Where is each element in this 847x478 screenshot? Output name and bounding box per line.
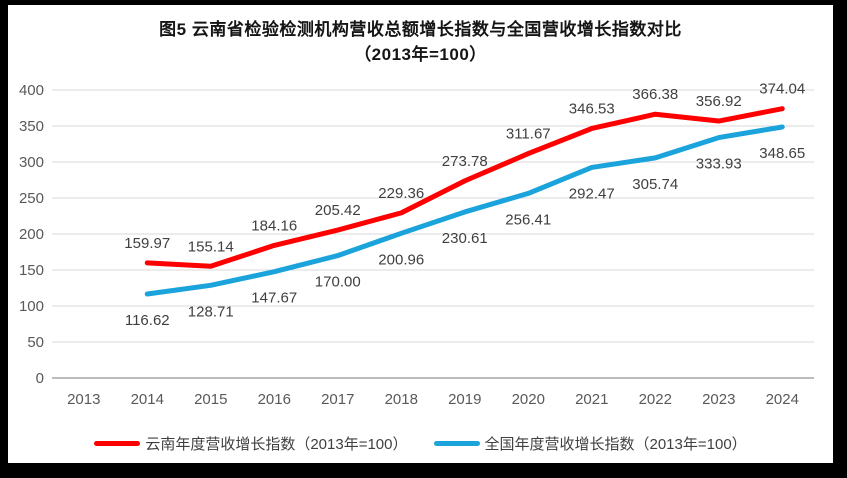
data-label: 200.96 bbox=[378, 251, 424, 268]
data-label: 346.53 bbox=[569, 100, 615, 117]
national-line-swatch bbox=[433, 441, 480, 446]
chart-title-line2: （2013年=100） bbox=[354, 45, 487, 64]
x-tick-label: 2022 bbox=[639, 391, 672, 408]
x-tick-label: 2023 bbox=[702, 391, 735, 408]
x-tick-label: 2013 bbox=[67, 391, 100, 408]
data-label: 256.41 bbox=[505, 211, 551, 228]
legend: 云南年度营收增长指数（2013年=100） 全国年度营收增长指数（2013年=1… bbox=[8, 433, 833, 454]
legend-item-yunnan: 云南年度营收增长指数（2013年=100） bbox=[94, 433, 408, 454]
x-tick-label: 2020 bbox=[512, 391, 545, 408]
y-tick-label: 250 bbox=[19, 190, 44, 207]
data-label: 311.67 bbox=[506, 126, 551, 143]
data-label: 348.65 bbox=[759, 145, 805, 162]
chart-title-line1: 图5 云南省检验检测机构营收总额增长指数与全国营收增长指数对比 bbox=[159, 20, 682, 39]
x-tick-label: 2016 bbox=[258, 391, 291, 408]
data-label: 128.71 bbox=[188, 303, 234, 320]
x-tick-label: 2015 bbox=[194, 391, 227, 408]
data-label: 374.04 bbox=[759, 81, 805, 98]
x-tick-label: 2024 bbox=[766, 391, 799, 408]
y-tick-label: 0 bbox=[36, 370, 44, 387]
data-label: 273.78 bbox=[442, 153, 488, 170]
data-label: 292.47 bbox=[569, 185, 615, 202]
chart-title: 图5 云南省检验检测机构营收总额增长指数与全国营收增长指数对比 （2013年=1… bbox=[8, 17, 833, 67]
data-label: 305.74 bbox=[632, 176, 678, 193]
x-tick-label: 2021 bbox=[575, 391, 608, 408]
x-tick-label: 2018 bbox=[385, 391, 418, 408]
y-tick-label: 350 bbox=[19, 118, 44, 135]
x-tick-label: 2019 bbox=[448, 391, 481, 408]
data-label: 229.36 bbox=[378, 185, 424, 202]
x-tick-label: 2017 bbox=[321, 391, 354, 408]
legend-label-yunnan: 云南年度营收增长指数（2013年=100） bbox=[145, 436, 408, 453]
data-label: 356.92 bbox=[696, 93, 742, 110]
series-line-0 bbox=[144, 106, 785, 269]
y-tick-label: 300 bbox=[19, 154, 44, 171]
line-chart: 0 50 100 150 200 250 300 350 400 2013 2014 2015 2016… bbox=[19, 81, 814, 408]
legend-label-national: 全国年度营收增长指数（2013年=100） bbox=[484, 436, 747, 453]
y-tick-label: 200 bbox=[19, 226, 44, 243]
legend-item-national: 全国年度营收增长指数（2013年=100） bbox=[433, 433, 747, 454]
data-label: 159.97 bbox=[124, 235, 170, 252]
y-tick-label: 100 bbox=[19, 298, 44, 315]
y-tick-label: 50 bbox=[27, 334, 44, 351]
y-tick-label: 400 bbox=[19, 82, 44, 99]
data-label: 155.14 bbox=[188, 238, 234, 255]
data-label: 205.42 bbox=[315, 202, 361, 219]
data-label: 184.16 bbox=[251, 217, 297, 234]
x-tick-label: 2014 bbox=[131, 391, 164, 408]
data-label: 333.93 bbox=[696, 156, 742, 173]
series-line-1 bbox=[144, 124, 785, 297]
data-label: 116.62 bbox=[125, 312, 170, 329]
y-tick-label: 150 bbox=[19, 262, 44, 279]
data-label: 170.00 bbox=[315, 274, 361, 291]
yunnan-line-swatch bbox=[94, 441, 141, 446]
data-label: 147.67 bbox=[251, 290, 297, 307]
data-label: 366.38 bbox=[632, 86, 678, 103]
data-label: 230.61 bbox=[442, 230, 488, 247]
chart-canvas: 图5 云南省检验检测机构营收总额增长指数与全国营收增长指数对比 （2013年=1… bbox=[8, 5, 833, 463]
